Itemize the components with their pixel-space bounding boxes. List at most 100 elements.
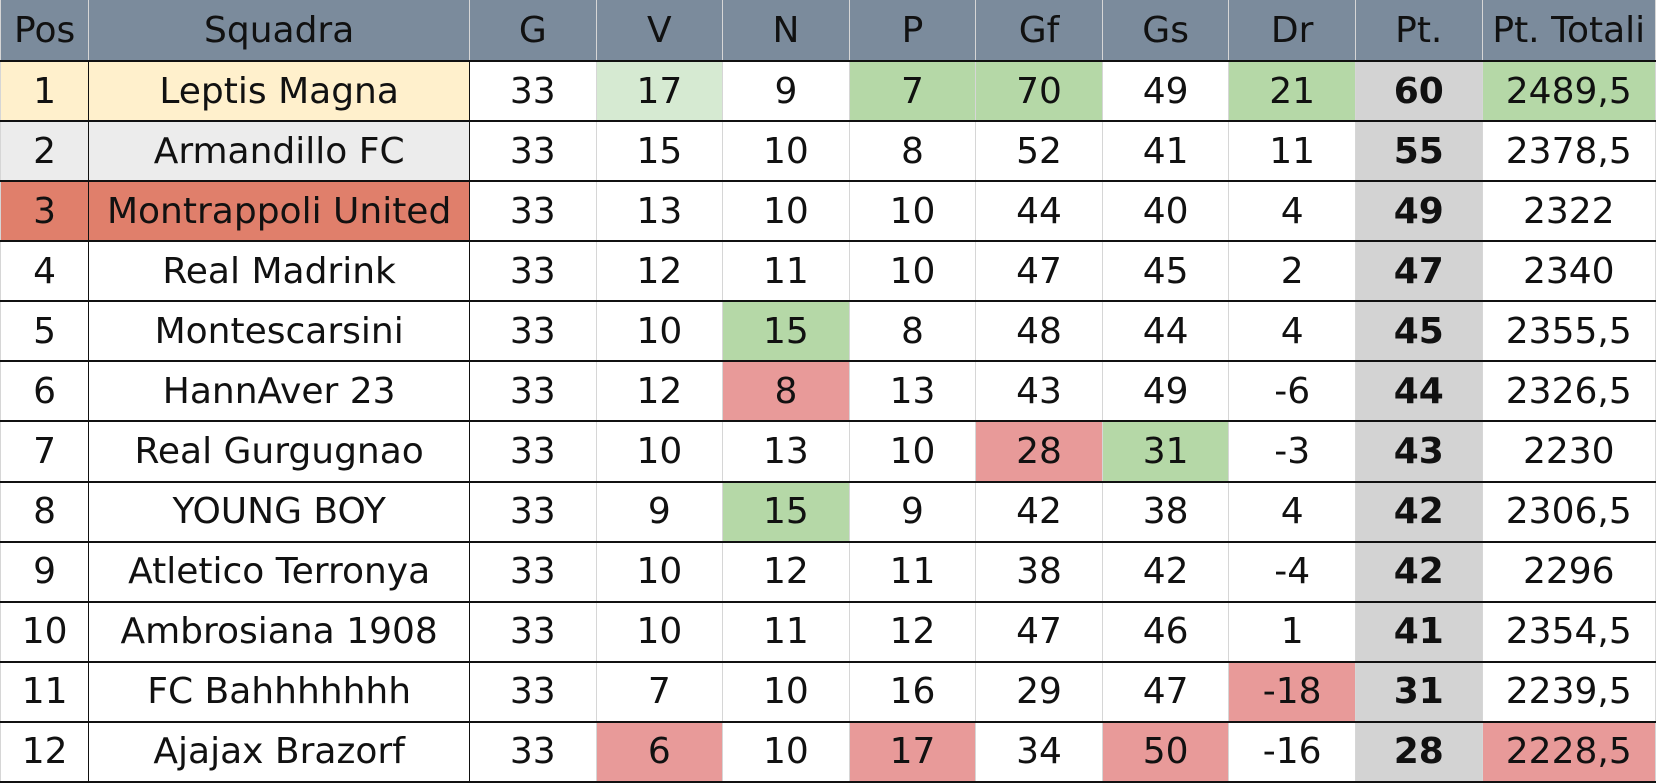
points-cell: 44 [1354,361,1483,423]
total-points-cell: 2322 [1481,181,1656,243]
played-cell: 33 [469,661,597,723]
wins-cell: 10 [595,301,724,363]
draws-cell: 10 [722,721,850,783]
total-points-cell: 2228,5 [1481,721,1656,783]
table-row: 12 Ajajax Brazorf 33 6 10 17 34 50 -16 2… [0,721,1656,783]
pos-cell: 11 [0,661,90,723]
col-header-pos: Pos [0,0,90,62]
team-cell: Atletico Terronya [88,541,471,603]
points-cell: 31 [1354,661,1483,723]
wins-cell: 7 [595,661,724,723]
goals-against-cell: 49 [1101,61,1230,123]
total-points-cell: 2340 [1481,241,1656,303]
table-row: 4 Real Madrink 33 12 11 10 47 45 2 47 23… [0,241,1656,303]
wins-cell: 12 [595,361,724,423]
pos-cell: 12 [0,721,90,783]
table-row: 10 Ambrosiana 1908 33 10 11 12 47 46 1 4… [0,601,1656,663]
pos-cell: 1 [0,61,90,123]
losses-cell: 17 [848,721,977,783]
draws-cell: 13 [722,421,850,483]
col-header-points: Pt. [1354,0,1483,62]
pos-cell: 8 [0,481,90,543]
wins-cell: 6 [595,721,724,783]
wins-cell: 9 [595,481,724,543]
goals-for-cell: 42 [975,481,1103,543]
wins-cell: 10 [595,421,724,483]
goals-against-cell: 31 [1101,421,1230,483]
col-header-losses: P [848,0,977,62]
team-cell: Real Madrink [88,241,471,303]
table-row: 6 HannAver 23 33 12 8 13 43 49 -6 44 232… [0,361,1656,423]
pos-cell: 2 [0,121,90,183]
total-points-cell: 2239,5 [1481,661,1656,723]
team-cell: Real Gurgugnao [88,421,471,483]
pos-cell: 4 [0,241,90,303]
total-points-cell: 2306,5 [1481,481,1656,543]
draws-cell: 12 [722,541,850,603]
col-header-goals-for: Gf [975,0,1103,62]
draws-cell: 8 [722,361,850,423]
goal-diff-cell: -6 [1228,361,1356,423]
losses-cell: 9 [848,481,977,543]
goals-against-cell: 41 [1101,121,1230,183]
total-points-cell: 2230 [1481,421,1656,483]
goals-for-cell: 28 [975,421,1103,483]
goal-diff-cell: 1 [1228,601,1356,663]
goals-against-cell: 49 [1101,361,1230,423]
col-header-goals-against: Gs [1101,0,1230,62]
pos-cell: 9 [0,541,90,603]
played-cell: 33 [469,121,597,183]
team-cell: YOUNG BOY [88,481,471,543]
wins-cell: 10 [595,541,724,603]
wins-cell: 15 [595,121,724,183]
goals-for-cell: 52 [975,121,1103,183]
goal-diff-cell: 4 [1228,181,1356,243]
points-cell: 45 [1354,301,1483,363]
goal-diff-cell: 4 [1228,481,1356,543]
pos-cell: 3 [0,181,90,243]
points-cell: 49 [1354,181,1483,243]
col-header-draws: N [722,0,850,62]
played-cell: 33 [469,301,597,363]
goals-against-cell: 40 [1101,181,1230,243]
table-row: 7 Real Gurgugnao 33 10 13 10 28 31 -3 43… [0,421,1656,483]
goals-against-cell: 46 [1101,601,1230,663]
draws-cell: 15 [722,481,850,543]
team-cell: FC Bahhhhhhh [88,661,471,723]
team-cell: Ajajax Brazorf [88,721,471,783]
points-cell: 55 [1354,121,1483,183]
goal-diff-cell: 4 [1228,301,1356,363]
goal-diff-cell: -18 [1228,661,1356,723]
points-cell: 42 [1354,541,1483,603]
team-cell: Ambrosiana 1908 [88,601,471,663]
goals-for-cell: 48 [975,301,1103,363]
table-row: 9 Atletico Terronya 33 10 12 11 38 42 -4… [0,541,1656,603]
goal-diff-cell: 11 [1228,121,1356,183]
played-cell: 33 [469,721,597,783]
total-points-cell: 2489,5 [1481,61,1656,123]
goal-diff-cell: 2 [1228,241,1356,303]
goals-against-cell: 38 [1101,481,1230,543]
played-cell: 33 [469,481,597,543]
losses-cell: 8 [848,121,977,183]
wins-cell: 12 [595,241,724,303]
points-cell: 43 [1354,421,1483,483]
team-cell: Armandillo FC [88,121,471,183]
points-cell: 41 [1354,601,1483,663]
total-points-cell: 2326,5 [1481,361,1656,423]
pos-cell: 7 [0,421,90,483]
draws-cell: 10 [722,121,850,183]
col-header-total-points: Pt. Totali [1481,0,1656,62]
losses-cell: 10 [848,241,977,303]
goal-diff-cell: 21 [1228,61,1356,123]
points-cell: 28 [1354,721,1483,783]
draws-cell: 10 [722,661,850,723]
played-cell: 33 [469,181,597,243]
goals-against-cell: 50 [1101,721,1230,783]
goals-for-cell: 34 [975,721,1103,783]
losses-cell: 11 [848,541,977,603]
team-cell: Leptis Magna [88,61,471,123]
total-points-cell: 2354,5 [1481,601,1656,663]
wins-cell: 10 [595,601,724,663]
total-points-cell: 2296 [1481,541,1656,603]
